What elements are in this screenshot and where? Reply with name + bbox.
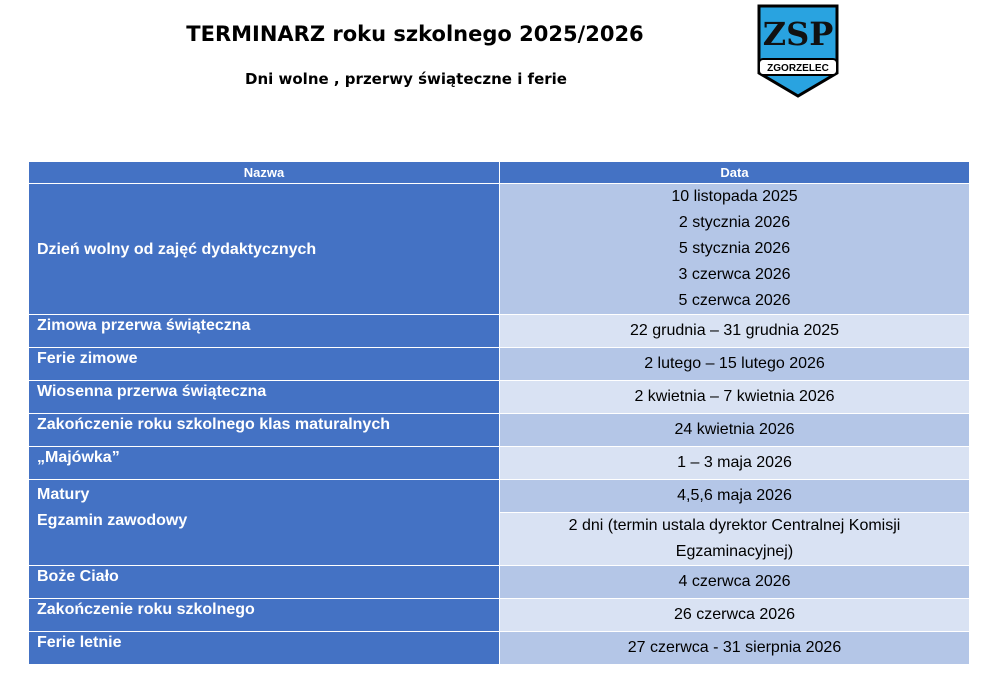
row-name: Boże Ciało [28, 565, 500, 599]
school-logo: ZSP ZGORZELEC [757, 4, 839, 98]
row-date: 26 czerwca 2026 [499, 598, 970, 632]
row-date: 4 czerwca 2026 [499, 565, 970, 599]
table-row: Zimowa przerwa świąteczna 22 grudnia – 31… [28, 314, 970, 348]
table-row: Dzień wolny od zajęć dydaktycznych 10 li… [28, 183, 970, 315]
row-name: Zakończenie roku szkolnego klas maturaln… [28, 413, 500, 447]
date-line: 5 stycznia 2026 [678, 240, 791, 257]
row-date: 2 lutego – 15 lutego 2026 [499, 347, 970, 381]
row-name: Ferie letnie [28, 631, 500, 665]
svg-text:ZSP: ZSP [763, 15, 834, 53]
table-header-row: Nazwa Data [28, 161, 970, 184]
svg-text:ZGORZELEC: ZGORZELEC [767, 63, 829, 74]
header-name: Nazwa [28, 161, 500, 184]
table-row: Wiosenna przerwa świąteczna 2 kwietnia – … [28, 380, 970, 414]
date-line: 2 stycznia 2026 [678, 214, 791, 231]
date-line: 10 listopada 2025 [671, 188, 798, 205]
row-date: 1 – 3 maja 2026 [499, 446, 970, 480]
date-line: 5 czerwca 2026 [678, 292, 791, 309]
date-line: 3 czerwca 2026 [678, 266, 791, 283]
row-names: Matury Egzamin zawodowy [28, 479, 500, 566]
row-name: Ferie zimowe [28, 347, 500, 381]
table-row: Zakończenie roku szkolnego 26 czerwca 202… [28, 598, 970, 632]
table-row: Boże Ciało 4 czerwca 2026 [28, 565, 970, 599]
row-name: Zakończenie roku szkolnego [28, 598, 500, 632]
row-name: Dzień wolny od zajęć dydaktycznych [28, 183, 500, 315]
row-date: 27 czerwca - 31 sierpnia 2026 [499, 631, 970, 665]
row-date: 24 kwietnia 2026 [499, 413, 970, 447]
row-date: 2 kwietnia – 7 kwietnia 2026 [499, 380, 970, 414]
page-subtitle: Dni wolne , przerwy świąteczne i ferie [245, 70, 567, 88]
name-line: Matury [37, 486, 90, 503]
table-row: Ferie zimowe 2 lutego – 15 lutego 2026 [28, 347, 970, 381]
row-date: 4,5,6 maja 2026 [499, 479, 970, 513]
name-line: Egzamin zawodowy [37, 512, 188, 529]
row-name: Zimowa przerwa świąteczna [28, 314, 500, 348]
table-row: Ferie letnie 27 czerwca - 31 sierpnia 202… [28, 631, 970, 665]
row-date: 22 grudnia – 31 grudnia 2025 [499, 314, 970, 348]
schedule-table: Nazwa Data Dzień wolny od zajęć dydaktyc… [28, 161, 970, 665]
header-date: Data [499, 161, 970, 184]
page-title: TERMINARZ roku szkolnego 2025/2026 [186, 22, 644, 46]
table-row: Zakończenie roku szkolnego klas maturaln… [28, 413, 970, 447]
table-row: 2 dni (termin ustala dyrektor Centralnej… [29, 512, 970, 566]
row-name: Wiosenna przerwa świąteczna [28, 380, 500, 414]
table-row: Matury Egzamin zawodowy 4,5,6 maja 2026 [28, 479, 970, 566]
table-row: „Majówka” 1 – 3 maja 2026 [28, 446, 970, 480]
row-date: 2 dni (termin ustala dyrektor Centralnej… [499, 512, 970, 566]
row-name: „Majówka” [28, 446, 500, 480]
row-dates: 10 listopada 2025 2 stycznia 2026 5 styc… [499, 183, 970, 315]
